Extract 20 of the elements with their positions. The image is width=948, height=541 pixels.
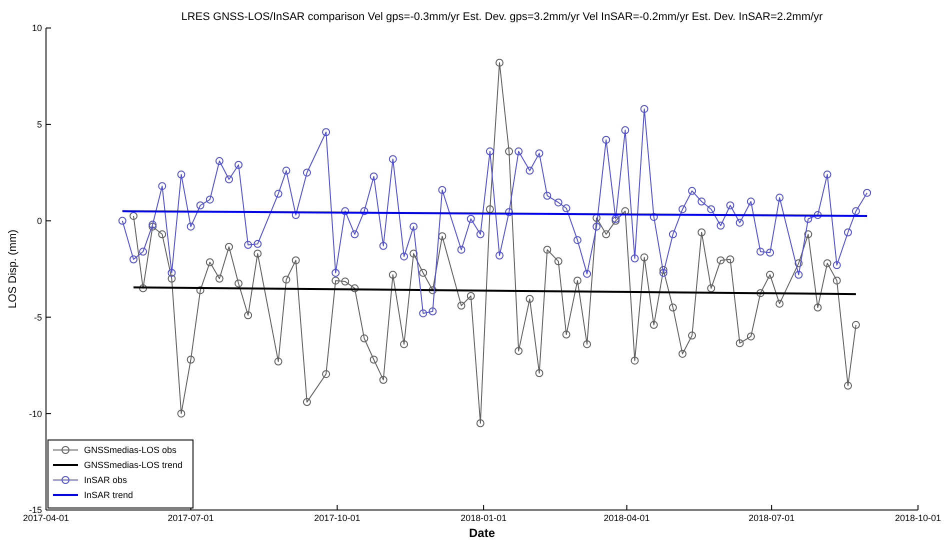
x-tick-label: 2018-01-01 — [460, 513, 507, 523]
x-tick-label: 2017-10-01 — [314, 513, 360, 523]
x-tick-label: 2018-10-01 — [894, 513, 942, 523]
y-tick-label: 10 — [32, 23, 42, 34]
x-tick-label: 2017-04-01 — [22, 513, 70, 523]
legend-label: GNSSmedias-LOS trend — [84, 460, 183, 470]
legend-label: InSAR obs — [84, 475, 128, 486]
chart-title: LRES GNSS-LOS/InSAR comparison Vel gps=-0.3mm/yr Est. Dev. gps=3.2mm/yr Vel InSAR=-0.2mm/yr Est. Dev. InSAR=2.2mm/yr — [181, 11, 824, 23]
y-tick-label: -15 — [28, 505, 42, 516]
x-tick-label: 2017-07-01 — [168, 513, 214, 523]
legend-label: GNSSmedias-LOS obs — [84, 445, 178, 456]
y-tick-label: -5 — [34, 312, 42, 322]
y-tick-label: 0 — [36, 216, 42, 226]
legend-label: InSAR trend — [84, 490, 134, 500]
x-tick-label: 2018-04-01 — [604, 513, 650, 523]
x-axis-title: Date — [468, 526, 496, 540]
y-tick-label: 5 — [36, 120, 42, 130]
y-axis-title: LOS Disp. (mm) — [7, 230, 19, 308]
y-tick-label: -10 — [28, 408, 42, 419]
x-tick-label: 2018-07-01 — [748, 513, 795, 523]
